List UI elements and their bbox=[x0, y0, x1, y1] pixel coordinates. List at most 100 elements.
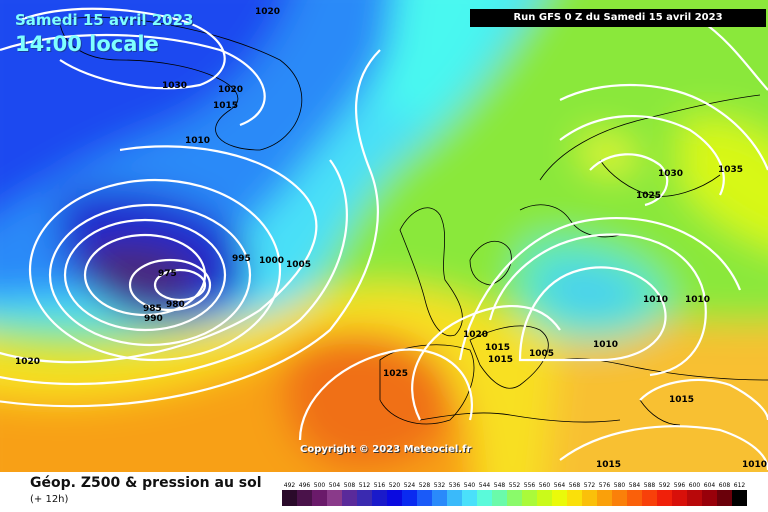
legend-swatch bbox=[687, 490, 702, 506]
legend-swatch bbox=[297, 490, 312, 506]
legend-swatch bbox=[522, 490, 537, 506]
isobar-label: 1010 bbox=[685, 295, 710, 305]
legend-swatch bbox=[672, 490, 687, 506]
isobar-label: 975 bbox=[158, 269, 177, 279]
legend-tick-label: 560 bbox=[539, 482, 551, 489]
isobar-labels: 1020 1030 1020 1015 1010 975 980 985 990… bbox=[15, 7, 767, 470]
footer: Géop. Z500 & pression au sol (+ 12h) 492… bbox=[0, 472, 768, 512]
legend-tick-label: 540 bbox=[464, 482, 476, 489]
isobar-label: 1020 bbox=[463, 330, 488, 340]
legend-swatch bbox=[387, 490, 402, 506]
legend-tick-label: 524 bbox=[404, 482, 416, 489]
legend-swatch bbox=[462, 490, 477, 506]
isobar-label: 1025 bbox=[383, 369, 408, 379]
legend-tick-label: 496 bbox=[299, 482, 311, 489]
copyright: Copyright © 2023 Meteociel.fr bbox=[300, 444, 472, 455]
isobar-label: 1020 bbox=[218, 85, 243, 95]
legend-tick-label: 528 bbox=[419, 482, 431, 489]
legend-swatch bbox=[342, 490, 357, 506]
legend-swatch bbox=[357, 490, 372, 506]
legend-swatch bbox=[372, 490, 387, 506]
isobar-label: 1015 bbox=[213, 101, 238, 111]
isobar-label: 1005 bbox=[286, 260, 311, 270]
map-time: 14:00 locale bbox=[15, 32, 159, 56]
legend-tick-label: 504 bbox=[329, 482, 341, 489]
legend-tick-label: 548 bbox=[494, 482, 506, 489]
legend-swatch bbox=[657, 490, 672, 506]
isobar-label: 1015 bbox=[485, 343, 510, 353]
legend-tick-label: 556 bbox=[524, 482, 536, 489]
legend-tick-label: 584 bbox=[629, 482, 641, 489]
legend-tick-label: 580 bbox=[614, 482, 626, 489]
geopotential-field bbox=[0, 0, 768, 472]
legend-tick-label: 516 bbox=[374, 482, 386, 489]
legend-swatch bbox=[642, 490, 657, 506]
isobar-label: 1030 bbox=[658, 169, 683, 179]
legend-swatch bbox=[582, 490, 597, 506]
weather-map: 1020 1030 1020 1015 1010 975 980 985 990… bbox=[0, 0, 768, 472]
legend-tick-label: 604 bbox=[704, 482, 716, 489]
color-legend: 492 496 500 504 508 512 516 520 524 528 532 536 540 5… bbox=[282, 482, 747, 506]
isobar-label: 980 bbox=[166, 300, 185, 310]
isobar-label: 1020 bbox=[15, 357, 40, 367]
isobar-label: 1000 bbox=[259, 256, 284, 266]
isobar-label: 1010 bbox=[593, 340, 618, 350]
isobar-label: 1015 bbox=[488, 355, 513, 365]
legend-tick-label: 532 bbox=[434, 482, 446, 489]
legend-tick-label: 552 bbox=[509, 482, 521, 489]
legend-swatch bbox=[507, 490, 522, 506]
legend-tick-label: 544 bbox=[479, 482, 491, 489]
isobar-label: 1015 bbox=[596, 460, 621, 470]
isobar-label: 1015 bbox=[669, 395, 694, 405]
legend-tick-label: 592 bbox=[659, 482, 671, 489]
isobar-label: 985 bbox=[143, 304, 162, 314]
legend-swatch bbox=[492, 490, 507, 506]
legend-swatch bbox=[282, 490, 297, 506]
legend-tick-label: 508 bbox=[344, 482, 356, 489]
legend-tick-label: 512 bbox=[359, 482, 371, 489]
legend-swatch bbox=[627, 490, 642, 506]
isobar-label: 995 bbox=[232, 254, 251, 264]
legend-tick-label: 572 bbox=[584, 482, 596, 489]
legend-swatch bbox=[552, 490, 567, 506]
map-canvas: 1020 1030 1020 1015 1010 975 980 985 990… bbox=[0, 0, 768, 472]
legend-tick-label: 608 bbox=[719, 482, 731, 489]
legend-swatch bbox=[447, 490, 462, 506]
legend-swatch bbox=[732, 490, 747, 506]
legend-tick-label: 536 bbox=[449, 482, 461, 489]
legend-tick-label: 520 bbox=[389, 482, 401, 489]
legend-tick-label: 612 bbox=[734, 482, 746, 489]
legend-swatch bbox=[312, 490, 327, 506]
legend-swatch bbox=[702, 490, 717, 506]
legend-swatch bbox=[402, 490, 417, 506]
isobar-label: 1005 bbox=[529, 349, 554, 359]
map-date: Samedi 15 avril 2023 bbox=[15, 11, 194, 29]
legend-tick-label: 588 bbox=[644, 482, 656, 489]
legend-tick-label: 564 bbox=[554, 482, 566, 489]
legend-tick-label: 568 bbox=[569, 482, 581, 489]
legend-swatch bbox=[417, 490, 432, 506]
isobar-label: 1030 bbox=[162, 81, 187, 91]
legend-swatch bbox=[477, 490, 492, 506]
run-info: Run GFS 0 Z du Samedi 15 avril 2023 bbox=[470, 9, 766, 27]
isobar-label: 1035 bbox=[718, 165, 743, 175]
isobars bbox=[0, 7, 768, 471]
legend-swatch bbox=[327, 490, 342, 506]
isobar-label: 1010 bbox=[185, 136, 210, 146]
legend-tick-label: 596 bbox=[674, 482, 686, 489]
isobar-label: 1020 bbox=[255, 7, 280, 17]
legend-tick-label: 576 bbox=[599, 482, 611, 489]
legend-tick-label: 600 bbox=[689, 482, 701, 489]
legend-tick-label: 500 bbox=[314, 482, 326, 489]
footer-title: Géop. Z500 & pression au sol bbox=[30, 475, 262, 491]
isobar-label: 990 bbox=[144, 314, 163, 324]
legend-swatch bbox=[597, 490, 612, 506]
isobar-label: 1010 bbox=[742, 460, 767, 470]
legend-swatch bbox=[567, 490, 582, 506]
isobar-label: 1025 bbox=[636, 191, 661, 201]
legend-tick-label: 492 bbox=[284, 482, 296, 489]
footer-subtitle: (+ 12h) bbox=[30, 494, 69, 505]
legend-swatch bbox=[537, 490, 552, 506]
legend-swatch bbox=[717, 490, 732, 506]
legend-swatch bbox=[432, 490, 447, 506]
